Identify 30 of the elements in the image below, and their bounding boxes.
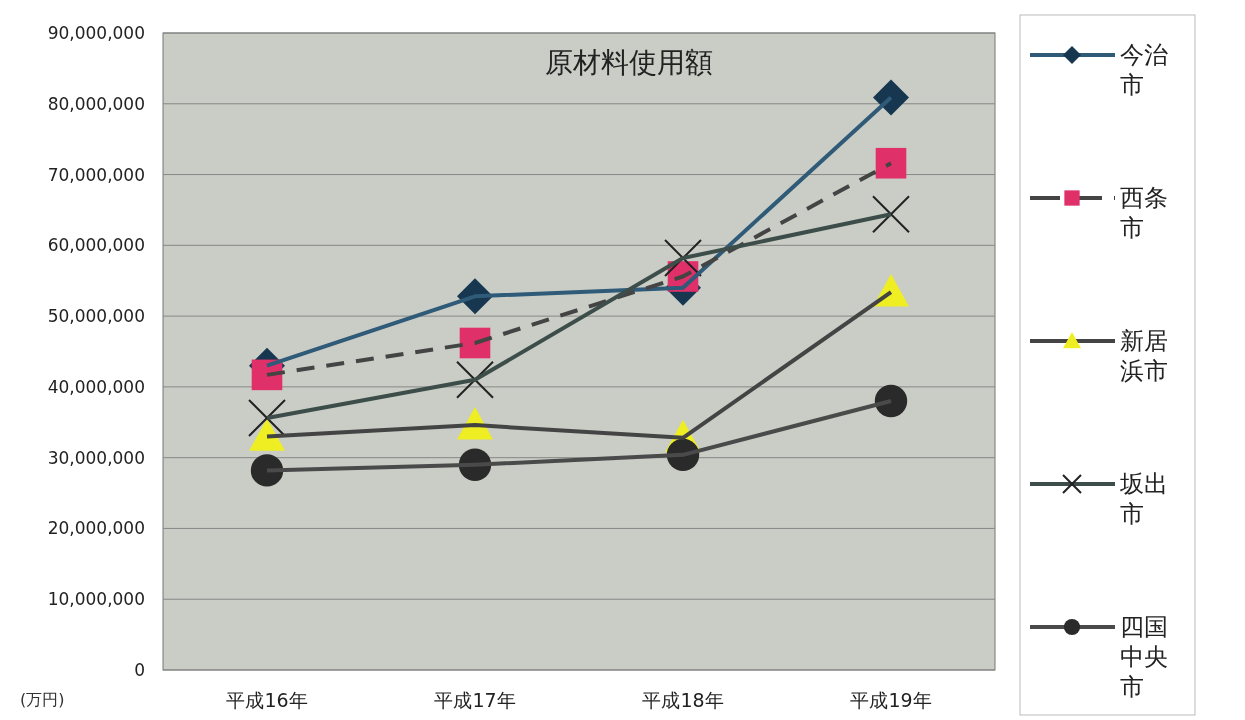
point <box>873 79 909 116</box>
legend-label: 坂出市 <box>1119 470 1168 528</box>
point <box>249 418 285 451</box>
x-tick-label: 平成17年 <box>434 689 516 711</box>
text: (万円) <box>20 690 65 709</box>
y-tick-label: 60,000,000 <box>47 235 145 256</box>
point <box>872 195 910 234</box>
y-tick-label: 10,000,000 <box>47 589 145 610</box>
y-tick-label: 20,000,000 <box>47 518 145 539</box>
legend-label: 今治市 <box>1120 41 1168 99</box>
point <box>250 454 284 487</box>
x-tick-label: 平成18年 <box>642 689 724 711</box>
point <box>456 360 494 399</box>
y-tick-label: 70,000,000 <box>47 164 145 185</box>
text: 原材料使用額 <box>545 46 713 79</box>
x-tick-label: 平成16年 <box>226 689 308 711</box>
point <box>874 384 908 418</box>
y-tick-label: 0 <box>134 660 145 680</box>
legend-label: 新居浜市 <box>1120 327 1168 385</box>
y-tick-label: 90,000,000 <box>47 23 145 43</box>
legend-label: 西条市 <box>1120 184 1168 242</box>
point <box>664 239 702 278</box>
y-tick-label: 40,000,000 <box>47 376 145 397</box>
y-tick-label: 80,000,000 <box>47 93 145 114</box>
y-tick-label: 50,000,000 <box>47 306 145 327</box>
legend-label: 四国中央市 <box>1120 613 1168 701</box>
y-tick-label: 30,000,000 <box>47 447 145 468</box>
point <box>248 399 286 438</box>
x-tick-label: 平成19年 <box>850 689 932 711</box>
point <box>875 147 907 179</box>
